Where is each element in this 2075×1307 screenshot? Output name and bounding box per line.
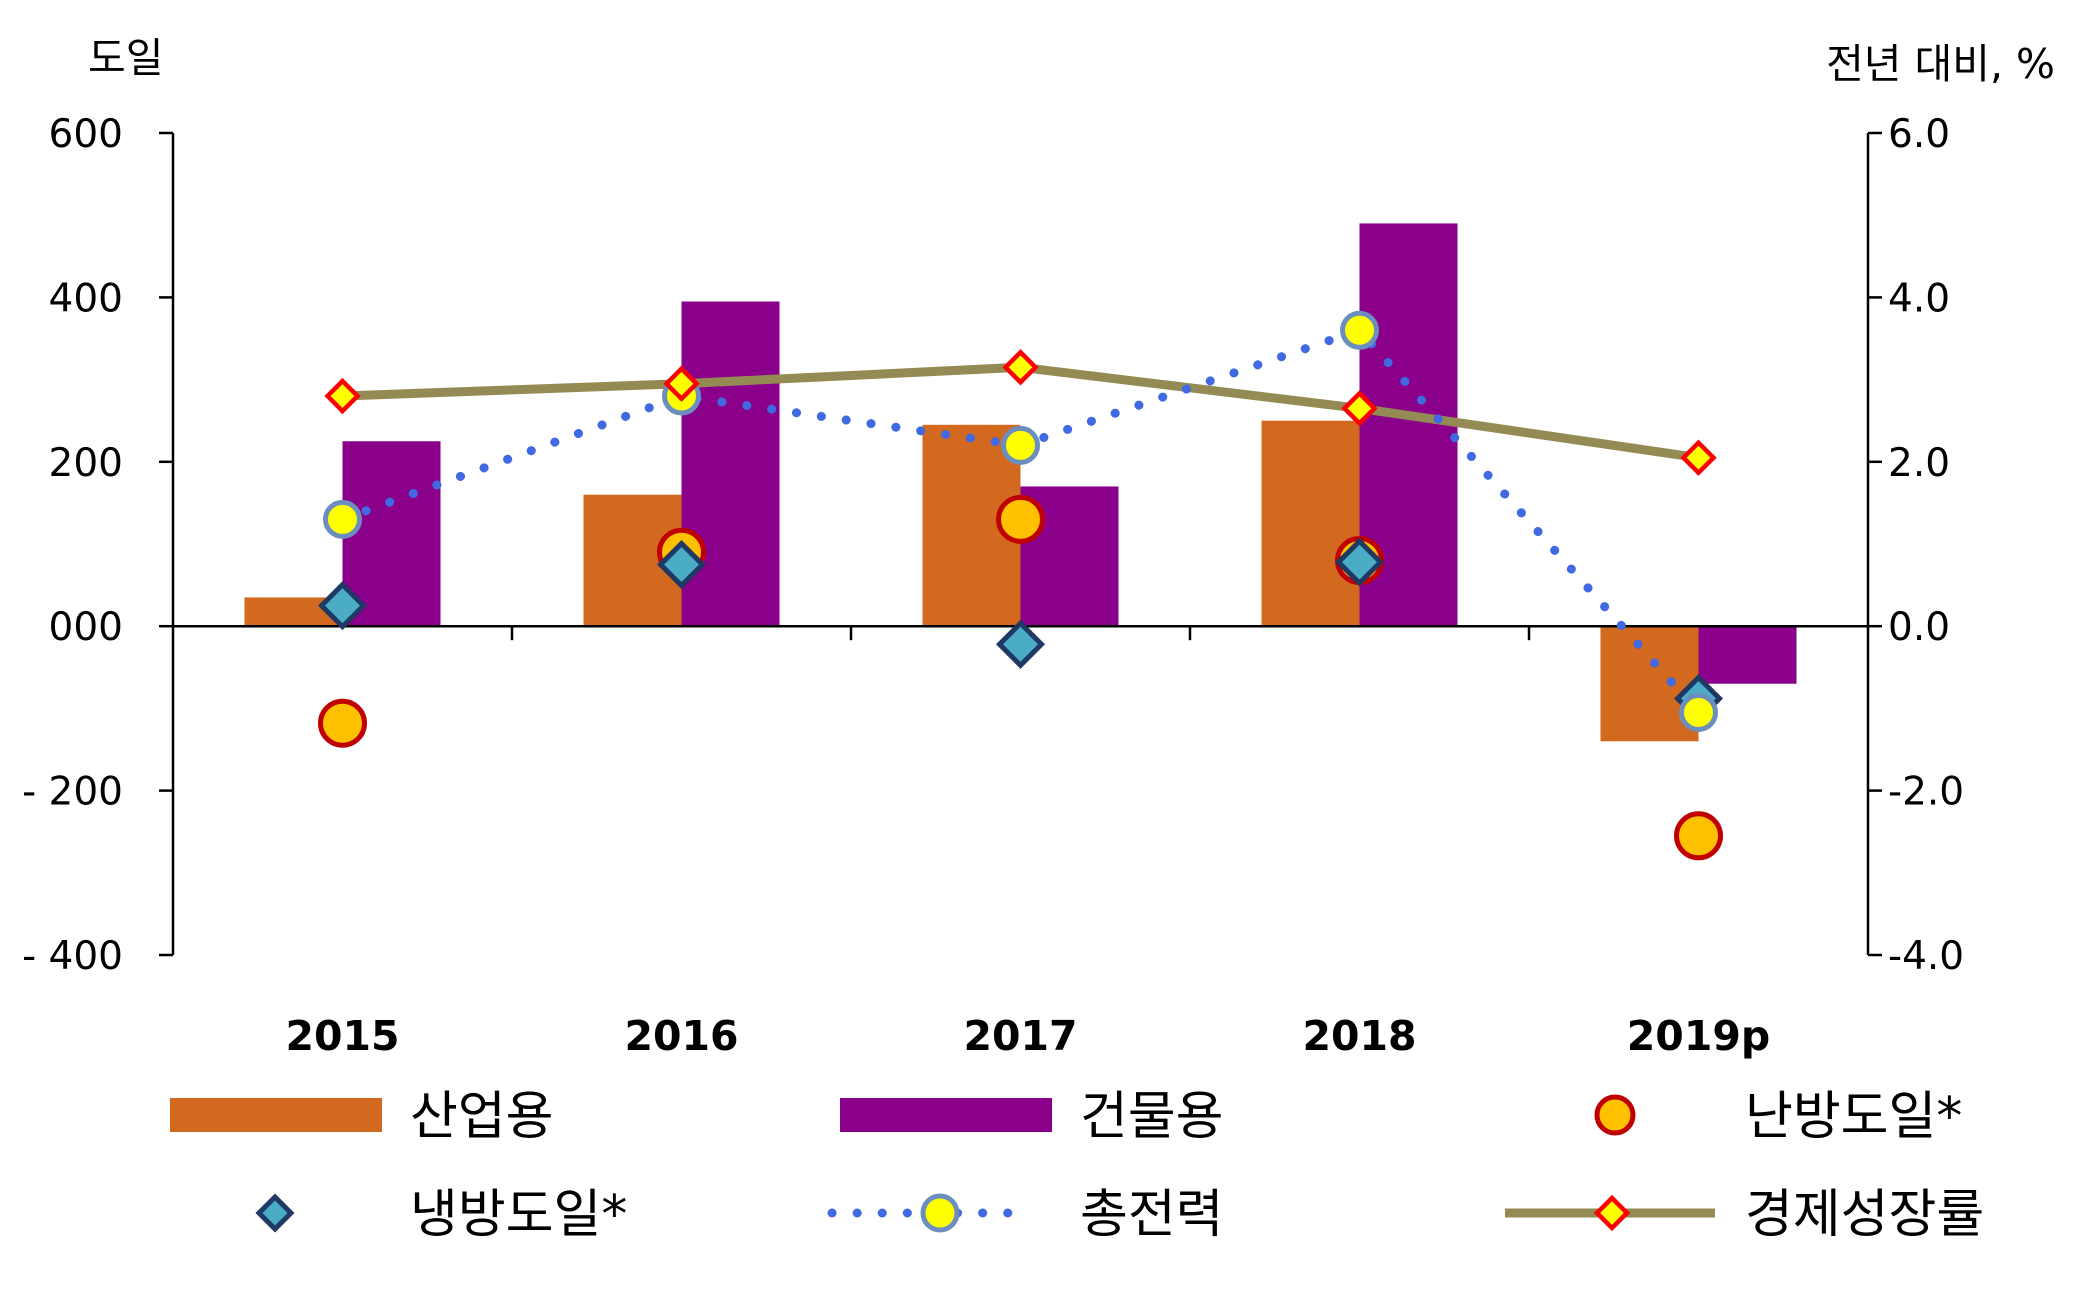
left-tick-label: - 400 [22, 934, 123, 979]
legend-label-building: 건물용 [1080, 1087, 1224, 1147]
left-tick-label: 000 [49, 605, 123, 650]
category-label-2018: 2018 [1302, 1012, 1416, 1060]
cooling-marker-2018 [1334, 537, 1385, 587]
right-tick-label: 0.0 [1888, 605, 1950, 650]
plot-area: 600 6.0 400 4.0 200 2.0 000 0.0 - 200 -2.0 - 400 -4… [22, 112, 1964, 1060]
legend-swatch-industrial [170, 1098, 382, 1132]
bar-industrial-2018 [1261, 420, 1360, 627]
growth-marker-2018 [1341, 390, 1378, 427]
legend-label-cooling: 냉방도일* [410, 1185, 627, 1245]
category-label-2017: 2017 [963, 1012, 1077, 1060]
legend-swatch-cooling [255, 1193, 295, 1233]
cooling-marker-2017 [995, 619, 1046, 669]
right-tick-label: 6.0 [1888, 112, 1950, 157]
left-tick-label: - 200 [22, 770, 123, 815]
left-tick-label: 200 [49, 441, 123, 486]
legend-swatch-total-power-marker [920, 1193, 960, 1233]
bar-building-2015 [342, 441, 441, 627]
growth-marker-2017 [1002, 349, 1039, 386]
growth-marker-2019p [1680, 439, 1717, 476]
legend-label-growth: 경제성장률 [1745, 1185, 1984, 1245]
heating-marker-2015 [318, 698, 367, 748]
cooling-marker-2015 [317, 581, 368, 631]
cooling-marker-2016 [656, 540, 707, 590]
category-label-2016: 2016 [624, 1012, 738, 1060]
left-tick-label: 600 [49, 112, 123, 157]
legend-label-industrial: 산업용 [410, 1087, 554, 1147]
bar-building-2019p [1698, 626, 1797, 684]
left-axis-unit-label: 도일 [88, 34, 163, 82]
right-axis-unit-label: 전년 대비, % [1826, 40, 2055, 88]
heating-marker-2017 [996, 494, 1045, 544]
heating-marker-2019p [1674, 811, 1723, 861]
right-tick-label: -2.0 [1888, 770, 1964, 815]
category-label-2019p: 2019p [1627, 1012, 1770, 1060]
legend-swatch-heating [1594, 1094, 1636, 1136]
right-tick-label: -4.0 [1888, 934, 1964, 979]
growth-marker-2016 [663, 365, 700, 402]
growth-marker-2015 [324, 377, 361, 415]
right-tick-label: 4.0 [1888, 276, 1950, 321]
total-power-marker-2019p [1679, 693, 1718, 733]
legend-label-total-power: 총전력 [1080, 1185, 1224, 1245]
legend-swatch-growth-marker [1593, 1194, 1631, 1232]
total-power-marker-2017 [1001, 425, 1040, 465]
legend: 산업용 건물용 난방도일* 냉방도일* 총전력 경제성장률 [170, 1087, 1984, 1245]
total-power-marker-2015 [323, 499, 362, 539]
total-power-marker-2018 [1340, 310, 1379, 350]
right-tick-label: 2.0 [1888, 441, 1950, 486]
legend-swatch-building [840, 1098, 1052, 1132]
bar-building-2016 [681, 301, 780, 627]
left-tick-label: 400 [49, 276, 123, 321]
legend-label-heating: 난방도일* [1745, 1087, 1962, 1147]
category-label-2015: 2015 [285, 1012, 399, 1060]
